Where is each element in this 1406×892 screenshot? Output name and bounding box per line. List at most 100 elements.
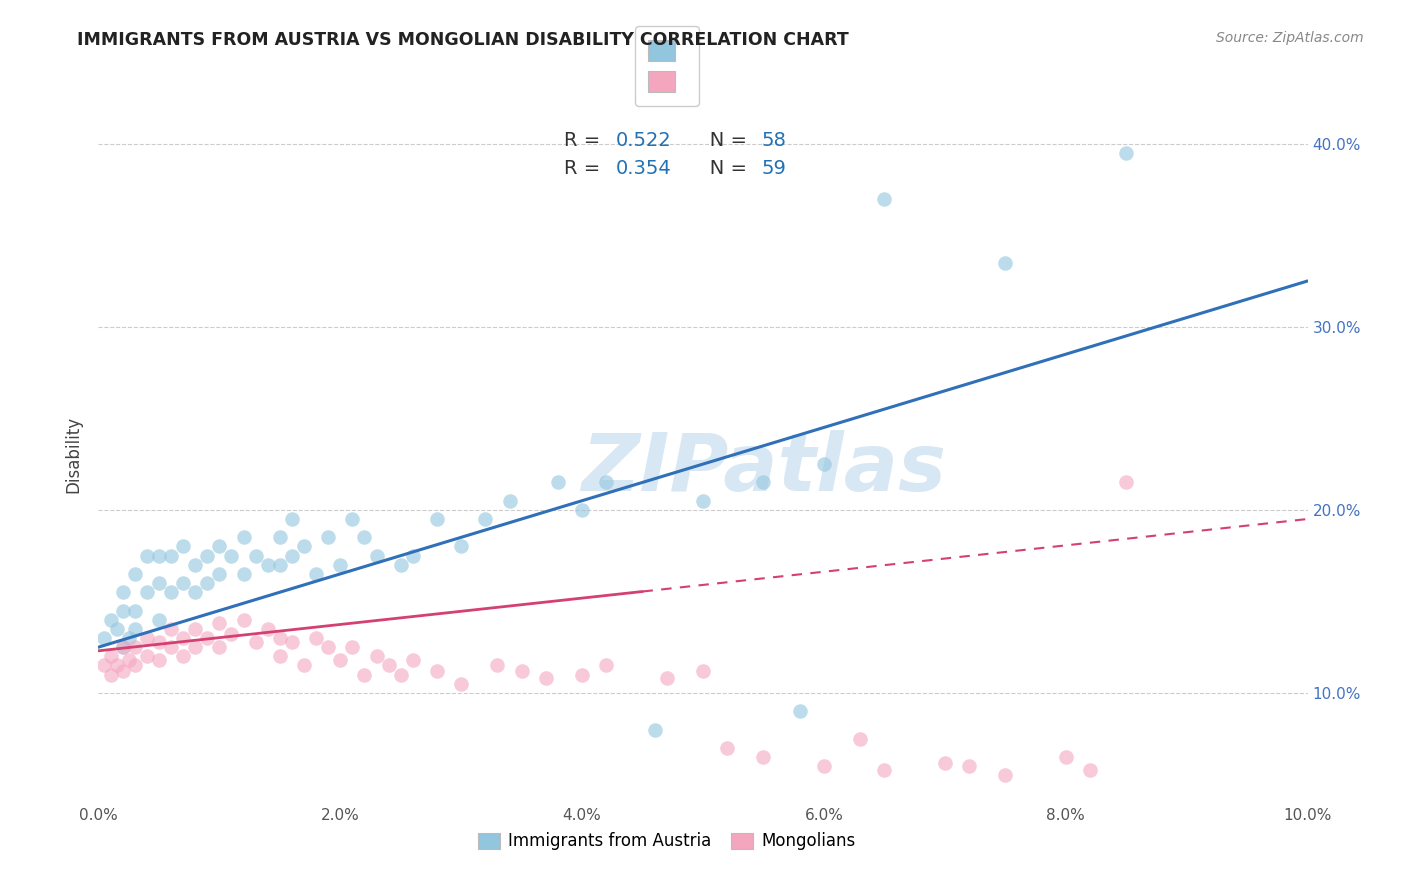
- Point: [402, 549, 425, 563]
- Point: [135, 649, 157, 664]
- Point: [269, 649, 291, 664]
- Point: [195, 576, 218, 591]
- Point: [172, 576, 194, 591]
- Text: 0.522: 0.522: [616, 131, 672, 151]
- Point: [160, 640, 183, 655]
- Point: [353, 667, 375, 681]
- Point: [269, 558, 291, 572]
- Point: [377, 658, 399, 673]
- Point: [124, 640, 146, 655]
- Point: [329, 558, 352, 572]
- Point: [124, 603, 146, 617]
- Point: [595, 475, 617, 490]
- Point: [342, 512, 364, 526]
- Point: [100, 667, 122, 681]
- Text: R =: R =: [564, 159, 606, 178]
- Point: [366, 549, 388, 563]
- Point: [389, 558, 412, 572]
- Point: [148, 576, 170, 591]
- Point: [994, 255, 1017, 269]
- Point: [292, 658, 315, 673]
- Point: [389, 667, 412, 681]
- Point: [716, 740, 738, 755]
- Point: [510, 664, 533, 678]
- Point: [655, 671, 678, 685]
- Point: [269, 530, 291, 544]
- Point: [873, 192, 896, 206]
- Point: [148, 613, 170, 627]
- Y-axis label: Disability: Disability: [65, 417, 83, 493]
- Point: [281, 512, 304, 526]
- Point: [184, 640, 207, 655]
- Point: [160, 549, 183, 563]
- Point: [994, 768, 1017, 782]
- Point: [595, 658, 617, 673]
- Point: [813, 457, 835, 471]
- Text: 59: 59: [761, 159, 786, 178]
- Point: [316, 530, 339, 544]
- Point: [111, 664, 134, 678]
- Point: [221, 549, 243, 563]
- Point: [232, 566, 254, 581]
- Point: [148, 634, 170, 648]
- Point: [1054, 750, 1077, 764]
- Point: [256, 622, 278, 636]
- Point: [245, 549, 267, 563]
- Text: IMMIGRANTS FROM AUSTRIA VS MONGOLIAN DISABILITY CORRELATION CHART: IMMIGRANTS FROM AUSTRIA VS MONGOLIAN DIS…: [77, 31, 849, 49]
- Point: [1115, 475, 1137, 490]
- Point: [195, 631, 218, 645]
- Text: ZIPatlas: ZIPatlas: [581, 430, 946, 508]
- Point: [316, 640, 339, 655]
- Point: [148, 549, 170, 563]
- Point: [111, 640, 134, 655]
- Point: [644, 723, 666, 737]
- Point: [172, 540, 194, 554]
- Point: [342, 640, 364, 655]
- Point: [93, 658, 115, 673]
- Point: [245, 634, 267, 648]
- Point: [124, 622, 146, 636]
- Point: [426, 512, 449, 526]
- Point: [547, 475, 569, 490]
- Point: [873, 763, 896, 777]
- Point: [135, 585, 157, 599]
- Point: [118, 631, 141, 645]
- Text: N =: N =: [690, 159, 754, 178]
- Point: [692, 664, 714, 678]
- Point: [100, 613, 122, 627]
- Text: Source: ZipAtlas.com: Source: ZipAtlas.com: [1216, 31, 1364, 45]
- Legend: Immigrants from Austria, Mongolians: Immigrants from Austria, Mongolians: [471, 826, 862, 857]
- Point: [111, 640, 134, 655]
- Point: [402, 653, 425, 667]
- Point: [111, 585, 134, 599]
- Point: [486, 658, 509, 673]
- Point: [692, 493, 714, 508]
- Point: [426, 664, 449, 678]
- Point: [353, 530, 375, 544]
- Point: [105, 658, 128, 673]
- Point: [450, 540, 472, 554]
- Point: [208, 616, 231, 631]
- Point: [135, 631, 157, 645]
- Point: [93, 631, 115, 645]
- Point: [208, 640, 231, 655]
- Point: [105, 622, 128, 636]
- Point: [1115, 145, 1137, 160]
- Point: [305, 566, 328, 581]
- Point: [124, 658, 146, 673]
- Point: [450, 677, 472, 691]
- Point: [160, 585, 183, 599]
- Point: [184, 558, 207, 572]
- Point: [118, 653, 141, 667]
- Text: R =: R =: [564, 131, 606, 151]
- Point: [135, 549, 157, 563]
- Point: [789, 704, 811, 718]
- Point: [571, 503, 593, 517]
- Point: [184, 585, 207, 599]
- Point: [208, 540, 231, 554]
- Point: [534, 671, 557, 685]
- Point: [172, 631, 194, 645]
- Point: [124, 566, 146, 581]
- Text: 58: 58: [761, 131, 786, 151]
- Point: [100, 649, 122, 664]
